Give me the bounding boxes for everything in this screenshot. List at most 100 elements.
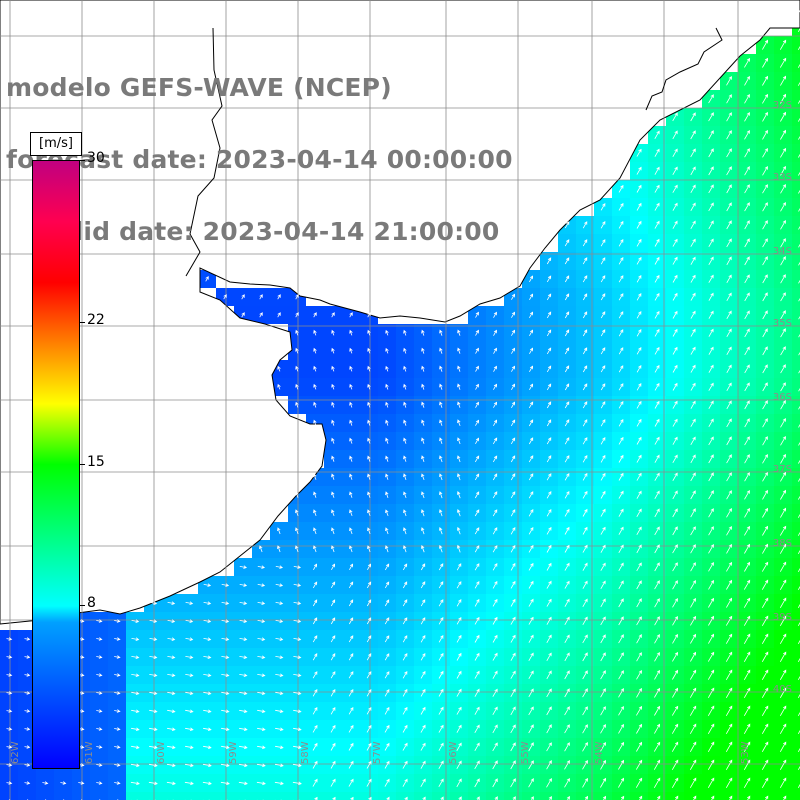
wind-arrow (348, 778, 354, 787)
wind-arrow (223, 294, 227, 300)
wind-arrow (259, 294, 263, 300)
wind-arrow (474, 742, 480, 752)
wind-arrow (743, 651, 751, 662)
wind-arrow (256, 763, 266, 768)
wind-arrow (60, 781, 67, 785)
wind-arrow (546, 275, 552, 283)
wind-arrow (493, 419, 497, 426)
wind-arrow (546, 544, 552, 553)
wind-arrow (275, 727, 284, 731)
wind-arrow (221, 709, 230, 713)
wind-arrow (618, 418, 624, 427)
wind-cell (450, 792, 468, 800)
wind-arrow (618, 293, 624, 301)
wind-arrow (474, 491, 480, 499)
wind-arrow (546, 742, 552, 752)
wind-arrow (654, 490, 660, 500)
wind-arrow (528, 616, 534, 625)
wind-arrow (349, 491, 353, 498)
wind-arrow (114, 709, 121, 713)
wind-arrow (690, 238, 696, 247)
wind-arrow (529, 383, 533, 390)
wind-arrow (564, 706, 570, 716)
wind-arrow (474, 580, 480, 589)
wind-arrow (202, 763, 212, 768)
wind-arrow (672, 328, 678, 337)
wind-arrow (780, 292, 786, 302)
wind-cell (792, 252, 800, 270)
wind-cell (468, 792, 486, 800)
wind-arrow (421, 527, 425, 535)
wind-arrow (295, 509, 299, 517)
wind-arrow (221, 745, 230, 750)
wind-arrow (546, 562, 552, 571)
wind-arrow (726, 579, 733, 590)
wind-arrow (546, 760, 552, 770)
wind-arrow (185, 601, 194, 605)
wind-arrow (780, 75, 786, 86)
wind-arrow (672, 166, 678, 176)
wind-arrow (744, 148, 750, 158)
wind-cell (234, 792, 252, 800)
wind-arrow (530, 796, 534, 800)
wind-arrow (439, 383, 443, 390)
wind-arrow (725, 669, 733, 680)
wind-arrow (421, 491, 425, 499)
wind-arrow (743, 741, 751, 752)
wind-arrow (293, 691, 302, 695)
wind-arrow (654, 616, 660, 626)
wind-arrow (582, 490, 588, 499)
wind-arrow (546, 526, 552, 535)
wind-arrow (618, 705, 624, 716)
wind-cell (792, 684, 800, 702)
wind-arrow (330, 688, 336, 697)
wind-arrow (797, 531, 800, 536)
wind-arrow (167, 727, 176, 731)
wind-arrow (671, 723, 679, 734)
wind-arrow (744, 436, 750, 446)
wind-arrow (779, 561, 787, 572)
wind-arrow (402, 778, 408, 787)
wind-arrow (257, 727, 266, 731)
wind-cell (324, 792, 342, 800)
wind-arrow (797, 748, 800, 752)
wind-arrow (636, 562, 642, 572)
wind-arrow (725, 633, 733, 644)
wind-arrow (131, 727, 140, 731)
wind-arrow (564, 544, 570, 553)
wind-arrow (636, 418, 642, 427)
wind-arrow (618, 687, 624, 698)
wind-arrow (653, 741, 661, 752)
wind-arrow (618, 329, 624, 337)
wind-arrow (654, 454, 660, 463)
wind-arrow (726, 220, 732, 230)
wind-cell (792, 144, 800, 162)
wind-arrow (438, 778, 444, 788)
wind-arrow (672, 597, 678, 608)
wind-arrow (330, 653, 336, 661)
wind-arrow (239, 637, 248, 641)
wind-arrow (762, 364, 768, 374)
wind-cell (792, 648, 800, 666)
wind-arrow (295, 365, 299, 372)
wind-arrow (672, 580, 678, 590)
wind-arrow (492, 670, 498, 679)
wind-arrow (457, 526, 461, 535)
wind-arrow (167, 637, 176, 641)
wind-arrow (510, 760, 516, 770)
wind-arrow (546, 616, 552, 625)
wind-arrow (762, 274, 768, 284)
wind-arrow (690, 256, 696, 265)
wind-cell (792, 666, 800, 684)
wind-arrow (348, 617, 354, 625)
wind-cell (792, 414, 800, 432)
wind-arrow (654, 148, 660, 157)
wind-arrow (438, 634, 444, 643)
wind-cell (630, 792, 648, 800)
wind-arrow (564, 759, 570, 770)
wind-arrow (618, 365, 624, 373)
wind-arrow (761, 723, 769, 734)
wind-arrow (797, 550, 800, 554)
wind-arrow (385, 365, 389, 372)
wind-arrow (331, 563, 335, 570)
